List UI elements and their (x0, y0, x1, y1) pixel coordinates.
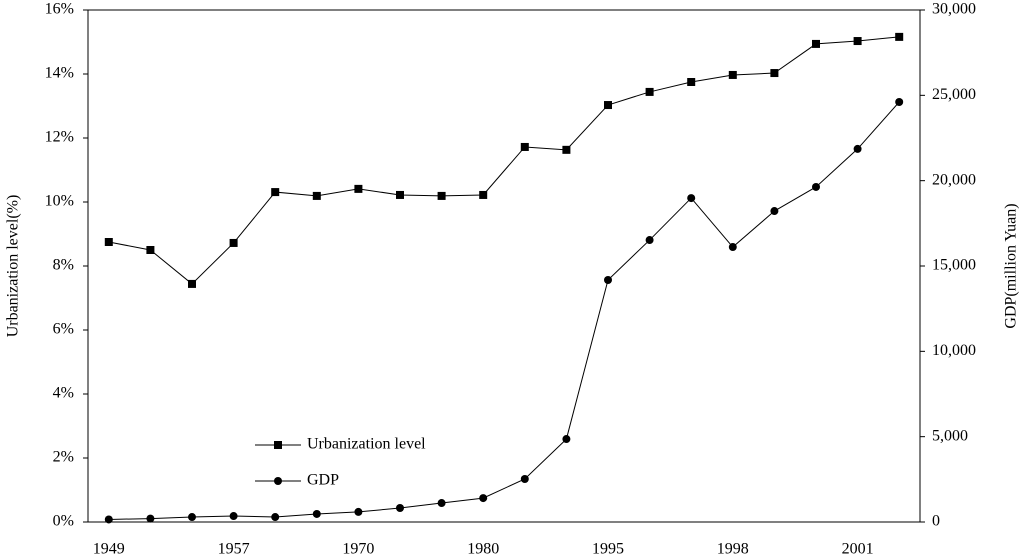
marker (274, 477, 282, 485)
marker (604, 275, 612, 284)
marker (895, 97, 904, 106)
marker (437, 499, 446, 508)
y-tick-label: 16% (45, 1, 74, 18)
y2-tick-label: 30,000 (932, 1, 976, 18)
y-tick-label: 2% (53, 449, 74, 466)
marker (229, 238, 238, 247)
marker (396, 190, 404, 199)
y-tick-label: 14% (45, 65, 74, 82)
marker (271, 513, 280, 522)
legend-label: Urbanization level (307, 436, 426, 453)
marker (562, 435, 571, 444)
y-tick-label: 8% (53, 257, 74, 274)
x-tick-label: 1995 (592, 541, 624, 558)
marker (188, 513, 196, 522)
y-tick-label: 0% (53, 513, 74, 530)
marker (853, 144, 862, 153)
x-tick-label: 1980 (467, 541, 499, 558)
marker (396, 504, 404, 513)
marker (479, 494, 488, 503)
marker (520, 474, 529, 483)
marker (562, 145, 571, 154)
y2-tick-label: 15,000 (932, 257, 976, 274)
marker (687, 78, 696, 86)
x-tick-label: 1998 (717, 541, 749, 558)
marker (312, 509, 321, 518)
marker (645, 87, 654, 96)
x-tick-label: 1957 (218, 541, 250, 558)
marker (312, 191, 321, 200)
marker (728, 70, 737, 79)
marker (687, 194, 696, 203)
x-tick-label: 1949 (93, 541, 125, 558)
marker (728, 243, 737, 252)
series-line (108, 101, 900, 520)
y2-tick-label: 25,000 (932, 86, 976, 103)
y-axis-title: Urbanization level(%) (5, 195, 22, 338)
marker (812, 182, 820, 191)
marker (437, 191, 446, 200)
marker (274, 441, 282, 449)
marker (146, 514, 155, 523)
y2-tick-label: 10,000 (932, 342, 976, 359)
marker (188, 279, 196, 288)
x-tick-label: 1970 (342, 541, 374, 558)
y-tick-label: 10% (45, 193, 74, 210)
marker (354, 184, 363, 193)
y2-axis-title: GDP(million Yuan) (1003, 203, 1020, 328)
marker (104, 238, 113, 246)
marker (604, 101, 612, 110)
marker (895, 32, 904, 41)
marker (812, 39, 820, 48)
marker (104, 515, 113, 524)
y2-tick-label: 5,000 (932, 427, 968, 444)
series-line (108, 36, 900, 285)
marker (229, 512, 238, 521)
marker (271, 188, 280, 197)
x-tick-label: 2001 (842, 541, 874, 558)
y-tick-label: 4% (53, 385, 74, 402)
marker (853, 37, 862, 46)
y-tick-label: 12% (45, 129, 74, 146)
marker (645, 236, 654, 245)
marker (479, 190, 488, 199)
marker (770, 69, 779, 78)
legend-label: GDP (307, 472, 339, 489)
marker (354, 507, 363, 516)
marker (520, 142, 529, 151)
marker (146, 246, 155, 254)
plot-frame (87, 9, 921, 523)
y-tick-label: 6% (53, 321, 74, 338)
y2-tick-label: 0 (932, 513, 940, 530)
y2-tick-label: 20,000 (932, 171, 976, 188)
marker (770, 207, 779, 216)
